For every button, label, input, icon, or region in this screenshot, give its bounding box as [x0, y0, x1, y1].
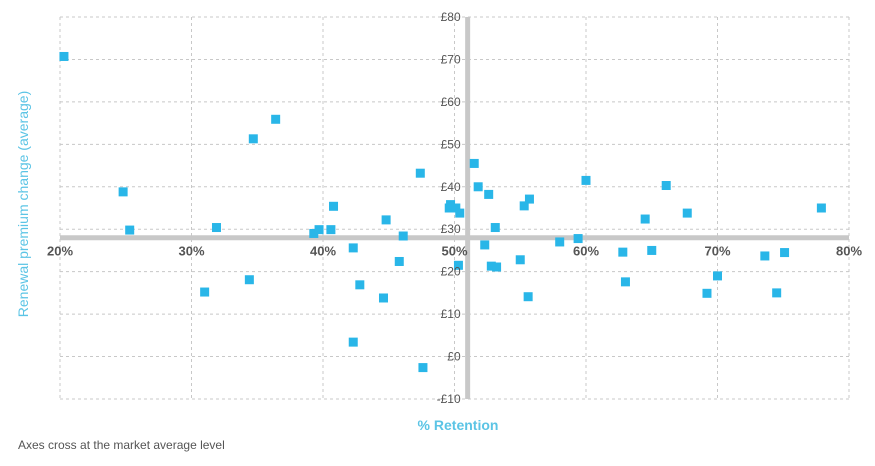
y-tick-label: £0 — [447, 350, 461, 364]
data-points — [59, 51, 826, 373]
data-point — [760, 251, 770, 261]
data-point — [348, 243, 358, 253]
data-point — [713, 271, 722, 281]
data-point — [484, 189, 494, 199]
data-point — [446, 200, 456, 210]
data-point — [118, 187, 128, 197]
data-point — [486, 261, 496, 271]
data-point — [555, 237, 565, 247]
data-point — [772, 288, 782, 298]
cross-axes — [60, 17, 849, 399]
x-tick-label: 30% — [178, 244, 204, 259]
data-point — [702, 288, 712, 298]
data-point — [398, 231, 408, 241]
y-tick-label: £40 — [441, 180, 461, 194]
data-point — [200, 287, 210, 297]
data-point — [378, 293, 388, 303]
data-point — [647, 245, 657, 255]
data-point — [523, 292, 533, 302]
data-point — [620, 277, 630, 287]
data-point — [581, 175, 591, 185]
data-point — [309, 228, 319, 238]
x-tick-label: 60% — [573, 244, 599, 259]
data-point — [682, 208, 692, 218]
x-tick-label: 70% — [704, 244, 730, 259]
footnote: Axes cross at the market average level — [18, 438, 225, 452]
x-tick-label: 50% — [441, 244, 467, 259]
data-point — [816, 203, 826, 213]
data-point — [415, 168, 425, 178]
y-tick-labels: -£10 £0 £10 £20 £30 £40 £50 £60 £70 £80 — [437, 10, 461, 406]
y-tick-label: £70 — [441, 52, 461, 66]
data-point — [480, 240, 490, 250]
data-point — [640, 214, 650, 224]
data-point — [492, 262, 502, 272]
y-tick-label: £80 — [441, 10, 461, 24]
data-point — [248, 134, 258, 144]
data-point — [453, 260, 463, 270]
data-point — [473, 182, 483, 192]
data-point — [469, 158, 479, 168]
y-tick-label: £30 — [441, 222, 461, 236]
y-tick-label: £60 — [441, 95, 461, 109]
data-point — [326, 225, 336, 235]
data-point — [314, 225, 324, 235]
data-point — [661, 181, 671, 191]
data-point — [125, 225, 135, 235]
x-tick-label: 80% — [836, 244, 862, 259]
data-point — [381, 215, 391, 225]
x-tick-labels: 20% 30% 40% 50% 60% 70% 80% — [47, 244, 862, 259]
data-point — [490, 223, 500, 233]
data-point — [515, 255, 525, 265]
data-point — [780, 248, 790, 258]
data-point — [519, 201, 529, 211]
data-point — [271, 114, 281, 124]
data-point — [524, 194, 534, 204]
data-point — [348, 337, 358, 347]
y-axis-title: Renewal premium change (average) — [15, 91, 31, 317]
data-point — [211, 223, 221, 233]
grid — [59, 16, 850, 400]
x-axis-title: % Retention — [418, 417, 499, 433]
x-tick-label: 20% — [47, 244, 73, 259]
data-point — [618, 247, 628, 257]
data-point — [418, 363, 428, 373]
data-point — [455, 208, 465, 218]
y-tick-label: £10 — [441, 307, 461, 321]
y-tick-label: £20 — [441, 265, 461, 279]
y-tick-label: -£10 — [437, 392, 461, 406]
data-point — [451, 203, 461, 213]
data-point — [329, 201, 339, 211]
data-point — [573, 234, 583, 244]
y-tick-label: £50 — [441, 137, 461, 151]
data-point — [244, 275, 254, 285]
data-point — [59, 51, 69, 61]
data-point — [394, 256, 404, 266]
data-point — [355, 280, 365, 290]
x-tick-label: 40% — [310, 244, 336, 259]
